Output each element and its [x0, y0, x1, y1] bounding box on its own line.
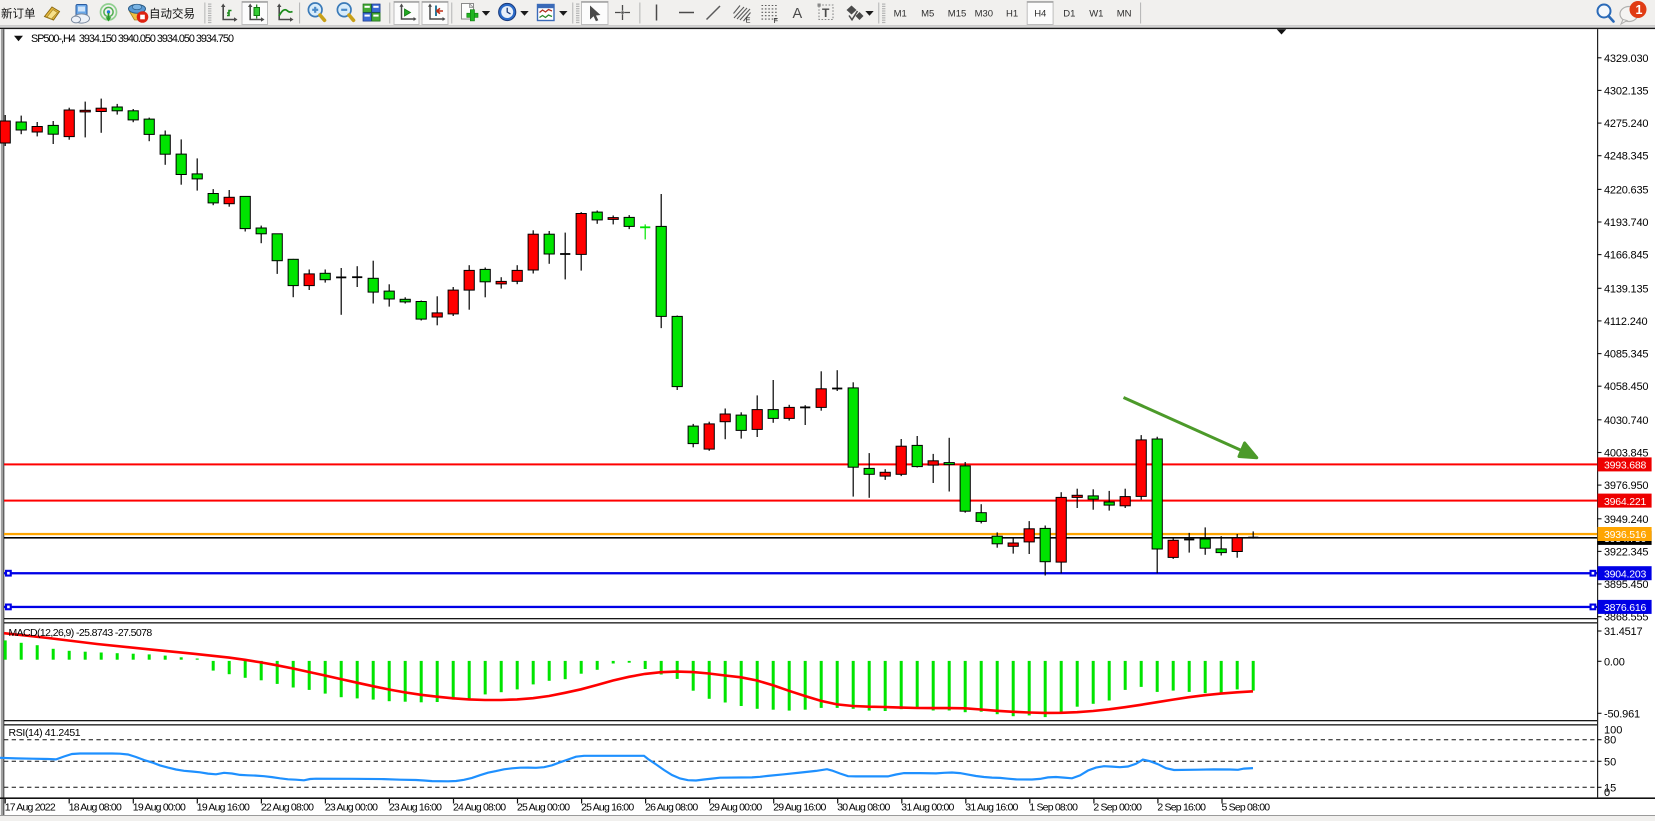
svg-text:MN: MN: [1117, 9, 1132, 20]
svg-text:3949.240: 3949.240: [1604, 514, 1648, 526]
svg-text:M1: M1: [894, 9, 907, 20]
svg-text:100: 100: [1604, 724, 1622, 736]
svg-text:23 Aug 16:00: 23 Aug 16:00: [389, 802, 442, 814]
svg-text:4139.135: 4139.135: [1604, 283, 1648, 295]
svg-text:0.00: 0.00: [1604, 656, 1625, 668]
svg-text:3976.950: 3976.950: [1604, 480, 1648, 492]
svg-text:MACD(12,26,9) -25.8743 -27.507: MACD(12,26,9) -25.8743 -27.5078: [9, 627, 153, 639]
svg-text:4003.845: 4003.845: [1604, 448, 1648, 460]
svg-text:4030.740: 4030.740: [1604, 415, 1648, 427]
svg-text:1: 1: [1636, 3, 1643, 17]
svg-text:1 Sep 08:00: 1 Sep 08:00: [1029, 802, 1078, 814]
svg-text:31 Aug 16:00: 31 Aug 16:00: [965, 802, 1018, 814]
svg-text:5 Sep 08:00: 5 Sep 08:00: [1222, 802, 1271, 814]
svg-text:22 Aug 08:00: 22 Aug 08:00: [261, 802, 314, 814]
svg-text:M30: M30: [975, 9, 993, 20]
svg-text:17 Aug 2022: 17 Aug 2022: [5, 802, 56, 814]
svg-text:E: E: [746, 16, 751, 25]
svg-text:3895.450: 3895.450: [1604, 579, 1648, 591]
svg-text:4220.635: 4220.635: [1604, 184, 1648, 196]
svg-text:自动交易: 自动交易: [149, 7, 195, 21]
svg-text:50: 50: [1604, 756, 1616, 768]
svg-text:19 Aug 00:00: 19 Aug 00:00: [133, 802, 186, 814]
svg-text:A: A: [793, 6, 803, 22]
svg-text:3964.221: 3964.221: [1604, 496, 1647, 508]
svg-text:0: 0: [1604, 787, 1610, 799]
svg-text:新订单: 新订单: [1, 7, 36, 21]
svg-text:3904.203: 3904.203: [1604, 568, 1647, 580]
svg-text:3936.516: 3936.516: [1604, 529, 1647, 541]
svg-text:25 Aug 00:00: 25 Aug 00:00: [517, 802, 570, 814]
svg-text:24 Aug 08:00: 24 Aug 08:00: [453, 802, 506, 814]
svg-text:29 Aug 16:00: 29 Aug 16:00: [773, 802, 826, 814]
svg-text:18 Aug 08:00: 18 Aug 08:00: [69, 802, 122, 814]
svg-text:4329.030: 4329.030: [1604, 53, 1648, 65]
svg-text:4193.740: 4193.740: [1604, 217, 1648, 229]
svg-text:-50.961: -50.961: [1604, 708, 1640, 720]
svg-text:M5: M5: [921, 9, 934, 20]
svg-text:3876.616: 3876.616: [1604, 602, 1647, 614]
svg-text:26 Aug 08:00: 26 Aug 08:00: [645, 802, 698, 814]
svg-text:D1: D1: [1063, 9, 1075, 20]
svg-text:4248.345: 4248.345: [1604, 151, 1648, 163]
svg-text:31 Aug 00:00: 31 Aug 00:00: [901, 802, 954, 814]
svg-text:H4: H4: [1034, 9, 1046, 20]
svg-text:30 Aug 08:00: 30 Aug 08:00: [837, 802, 890, 814]
svg-text:25 Aug 16:00: 25 Aug 16:00: [581, 802, 634, 814]
svg-text:15: 15: [1604, 782, 1616, 794]
svg-text:4085.345: 4085.345: [1604, 349, 1648, 361]
svg-text:4166.845: 4166.845: [1604, 250, 1648, 262]
svg-text:M15: M15: [948, 9, 966, 20]
svg-text:3993.688: 3993.688: [1604, 460, 1647, 472]
svg-text:4112.240: 4112.240: [1604, 316, 1648, 328]
svg-text:2 Sep 16:00: 2 Sep 16:00: [1157, 802, 1206, 814]
svg-text:80: 80: [1604, 735, 1616, 747]
svg-text:SP500-,H4 3934.150 3940.050 3: SP500-,H4 3934.150 3940.050 3934.050 393…: [31, 33, 234, 45]
svg-text:RSI(14) 41.2451: RSI(14) 41.2451: [9, 727, 81, 739]
svg-text:T: T: [822, 6, 830, 20]
svg-text:H1: H1: [1006, 9, 1018, 20]
svg-text:29 Aug 00:00: 29 Aug 00:00: [709, 802, 762, 814]
svg-text:4275.240: 4275.240: [1604, 118, 1648, 130]
svg-text:W1: W1: [1089, 9, 1103, 20]
svg-text:31.4517: 31.4517: [1604, 626, 1642, 638]
svg-text:4058.450: 4058.450: [1604, 381, 1648, 393]
svg-text:23 Aug 00:00: 23 Aug 00:00: [325, 802, 378, 814]
svg-text:3868.555: 3868.555: [1604, 612, 1648, 624]
svg-text:3922.345: 3922.345: [1604, 546, 1648, 558]
svg-text:19 Aug 16:00: 19 Aug 16:00: [197, 802, 250, 814]
svg-text:4302.135: 4302.135: [1604, 85, 1648, 97]
svg-text:F: F: [774, 16, 779, 25]
svg-text:2 Sep 00:00: 2 Sep 00:00: [1093, 802, 1142, 814]
